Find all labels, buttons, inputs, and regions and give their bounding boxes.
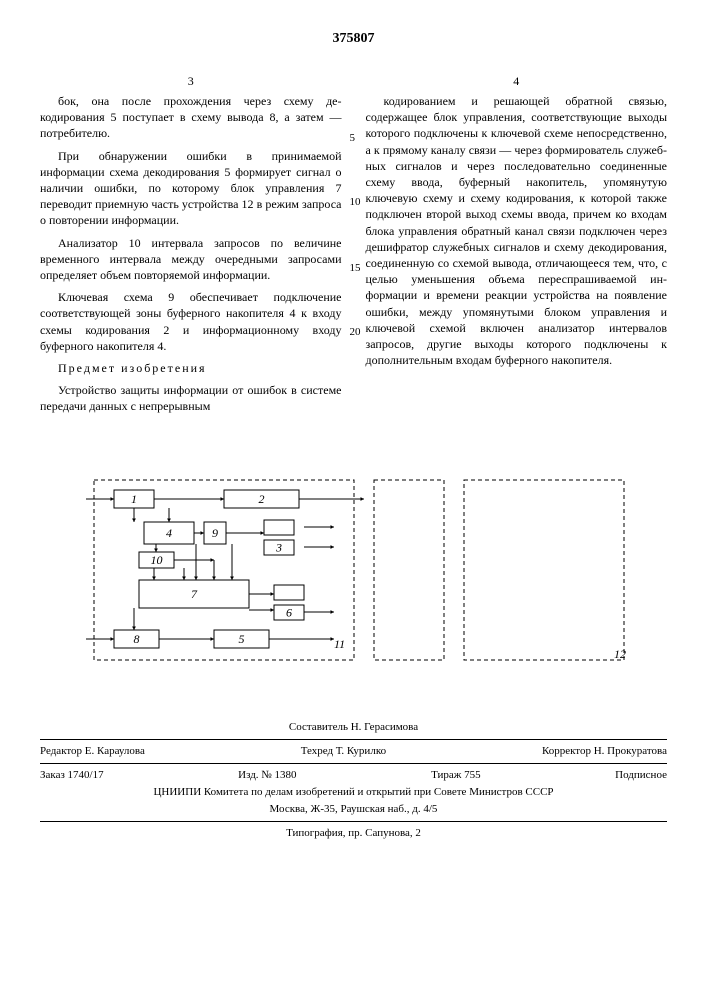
svg-text:2: 2 [258, 492, 264, 506]
svg-text:8: 8 [133, 632, 139, 646]
line-number: 10 [350, 195, 361, 210]
line-number: 20 [350, 325, 361, 340]
svg-text:4: 4 [166, 526, 172, 540]
compiler: Составитель Н. Герасимова [40, 720, 667, 735]
divider [40, 739, 667, 740]
techred: Техред Т. Курилко [301, 744, 386, 759]
line-number: 15 [350, 261, 361, 276]
subscription: Подписное [615, 768, 667, 783]
footer-credits: Редактор Е. Караулова Техред Т. Курилко … [40, 744, 667, 759]
left-column: 3 бок, она после прохождения через схему… [40, 73, 342, 421]
line-number: 5 [350, 131, 356, 146]
right-column: 4 5 10 15 20 кодированием и решающей обр… [366, 73, 668, 421]
order: Заказ 1740/17 [40, 768, 104, 783]
svg-text:7: 7 [191, 587, 198, 601]
patent-number: 375807 [40, 30, 667, 49]
organization: ЦНИИПИ Комитета по делам изобретений и о… [40, 785, 667, 800]
paragraph: Анализатор 10 интервала запросов по ве­л… [40, 235, 342, 284]
typography: Типография, пр. Сапунова, 2 [40, 826, 667, 841]
svg-text:1: 1 [131, 492, 137, 506]
svg-text:9: 9 [212, 526, 218, 540]
svg-text:10: 10 [150, 553, 162, 567]
footer: Составитель Н. Герасимова Редактор Е. Ка… [40, 720, 667, 840]
editor: Редактор Е. Караулова [40, 744, 145, 759]
paragraph: кодированием и решающей обратной связью,… [366, 93, 668, 368]
page-number-right: 4 [366, 73, 668, 89]
svg-text:12: 12 [614, 647, 626, 661]
paragraph: Устройство защиты информации от ошибок в… [40, 382, 342, 414]
edition: Изд. № 1380 [238, 768, 296, 783]
tirazh: Тираж 755 [431, 768, 481, 783]
svg-text:6: 6 [286, 606, 292, 620]
subject-heading: Предмет изобретения [40, 360, 342, 376]
paragraph: Ключевая схема 9 обеспечивает подключе­н… [40, 289, 342, 354]
divider [40, 763, 667, 764]
text-columns: 3 бок, она после прохождения через схему… [40, 73, 667, 421]
address: Москва, Ж-35, Раушская наб., д. 4/5 [40, 802, 667, 817]
block-diagram: 124931076851112 [40, 460, 667, 680]
page-number-left: 3 [40, 73, 342, 89]
divider [40, 821, 667, 822]
paragraph: При обнаружении ошибки в принимаемой инф… [40, 148, 342, 229]
corrector: Корректор Н. Прокуратова [542, 744, 667, 759]
svg-text:5: 5 [238, 632, 244, 646]
svg-text:3: 3 [275, 541, 282, 555]
footer-print-info: Заказ 1740/17 Изд. № 1380 Тираж 755 Подп… [40, 768, 667, 783]
diagram-svg: 124931076851112 [74, 460, 634, 680]
svg-text:11: 11 [334, 637, 345, 651]
paragraph: бок, она после прохождения через схему д… [40, 93, 342, 142]
